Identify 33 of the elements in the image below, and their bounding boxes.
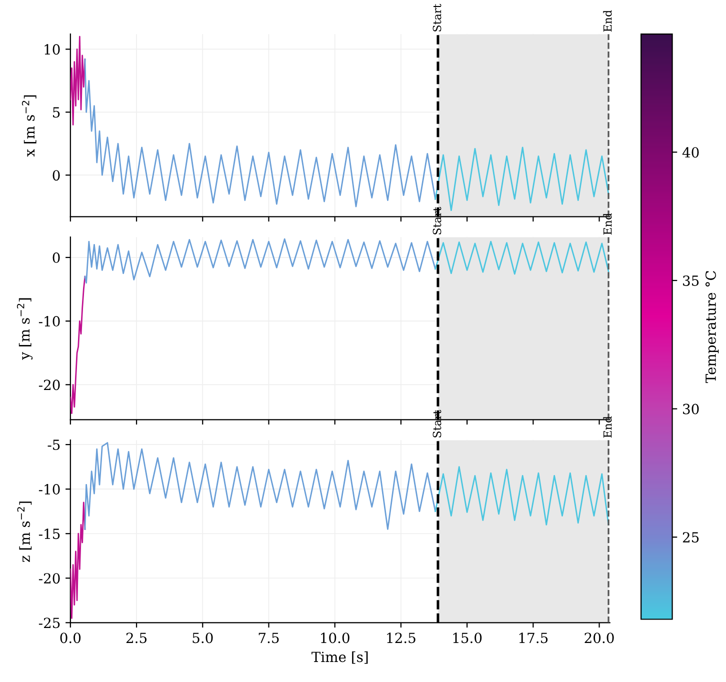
color-bar-label: 35 — [683, 275, 699, 286]
y-tick-label: 0 — [52, 252, 60, 263]
x-tick-label: 5.0 — [192, 632, 213, 644]
y-tick-label: -10 — [38, 484, 60, 495]
x-tick-label: 12.5 — [387, 632, 416, 644]
x-tick-label: 17.5 — [519, 632, 548, 644]
y-tick-label: 10 — [44, 44, 60, 55]
y-axis-title: y [m s$^{−2}$] — [16, 298, 33, 360]
ref-line-label: Start — [432, 4, 442, 32]
x-axis-title: Time [s] — [312, 651, 368, 664]
ref-line-label: End — [603, 416, 612, 438]
x-tick-label: 10.0 — [321, 632, 350, 644]
x-tick-label: 20.0 — [584, 632, 614, 644]
x-tick-label: 15.0 — [453, 632, 482, 644]
y-axis-title: x [m s$^{−2}$] — [22, 95, 36, 157]
y-tick-label: -20 — [38, 573, 60, 584]
color-bar-label: 40 — [682, 147, 699, 158]
y-tick-label: -5 — [48, 440, 60, 450]
ref-line-label: End — [603, 10, 612, 32]
y-tick-label: -10 — [38, 316, 60, 327]
x-tick-label: 0.0 — [60, 632, 81, 644]
y-axis-title: z [m s$^{−2}$] — [17, 502, 32, 562]
color-bar-label: 25 — [682, 532, 699, 543]
x-tick-label: 7.5 — [258, 632, 279, 644]
y-tick-label: 0 — [52, 170, 60, 181]
color-bar-title: Temperature °C — [705, 271, 719, 384]
y-tick-label: -15 — [38, 528, 60, 540]
y-tick-label: -20 — [38, 380, 60, 390]
x-tick-label: 2.5 — [126, 632, 146, 644]
color-bar-label: 30 — [683, 404, 699, 414]
ref-line-label: End — [603, 213, 612, 235]
y-tick-label: 5 — [53, 107, 60, 118]
y-tick-label: -25 — [38, 618, 60, 628]
